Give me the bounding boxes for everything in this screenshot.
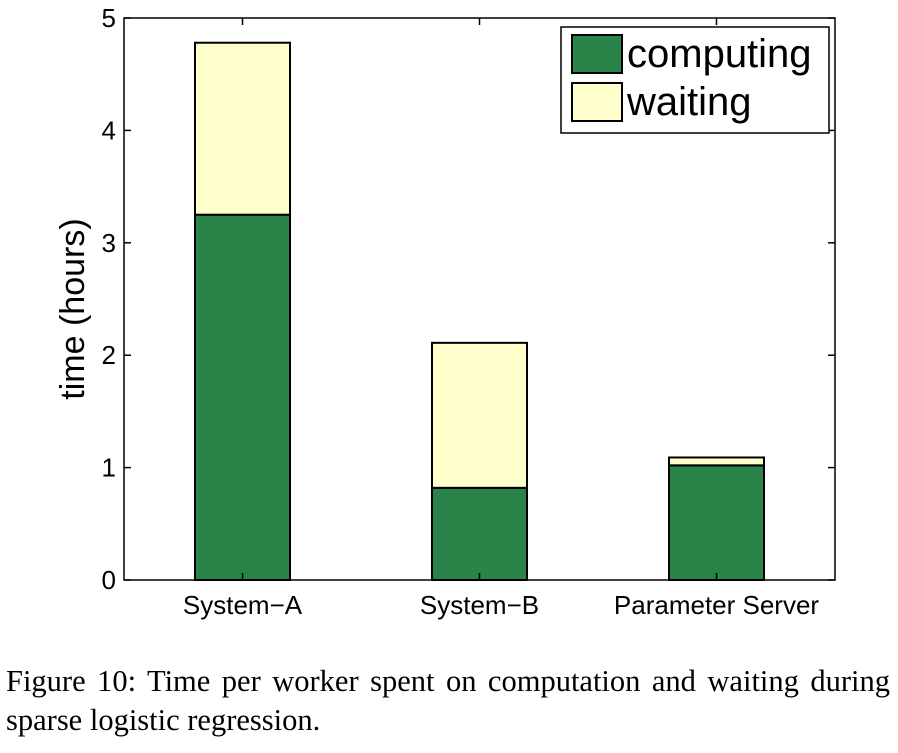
y-tick-label-5: 5 [102, 3, 116, 33]
y-tick-label-1: 1 [102, 453, 116, 483]
y-axis-label: time (hours) [54, 218, 92, 399]
bar-waiting-2 [431, 341, 528, 489]
bar-computing-1 [194, 213, 291, 581]
figure-caption: Figure 10: Time per worker spent on comp… [6, 664, 890, 737]
legend-label-computing: computing [627, 32, 812, 76]
y-tick-label-4: 4 [102, 115, 116, 145]
y-tick-label-2: 2 [102, 340, 116, 370]
x-tick-label-2: System−B [420, 590, 539, 620]
bar-waiting-3 [668, 456, 765, 467]
bars-group [194, 41, 765, 581]
bar-waiting-1 [194, 41, 291, 216]
y-axis-ticks: 0 1 2 3 4 5 [102, 3, 835, 595]
x-tick-label-1: System−A [183, 590, 303, 620]
y-tick-label-3: 3 [102, 228, 116, 258]
legend-label-waiting: waiting [626, 80, 752, 124]
bar-computing-2 [431, 486, 528, 581]
legend-swatch-waiting [571, 82, 623, 122]
x-axis-ticks: System−A System−B Parameter Server [183, 18, 820, 620]
bar-computing-3 [668, 464, 765, 581]
x-tick-label-3: Parameter Server [614, 590, 820, 620]
y-tick-label-0: 0 [102, 565, 116, 595]
legend-swatch-computing [571, 34, 623, 74]
